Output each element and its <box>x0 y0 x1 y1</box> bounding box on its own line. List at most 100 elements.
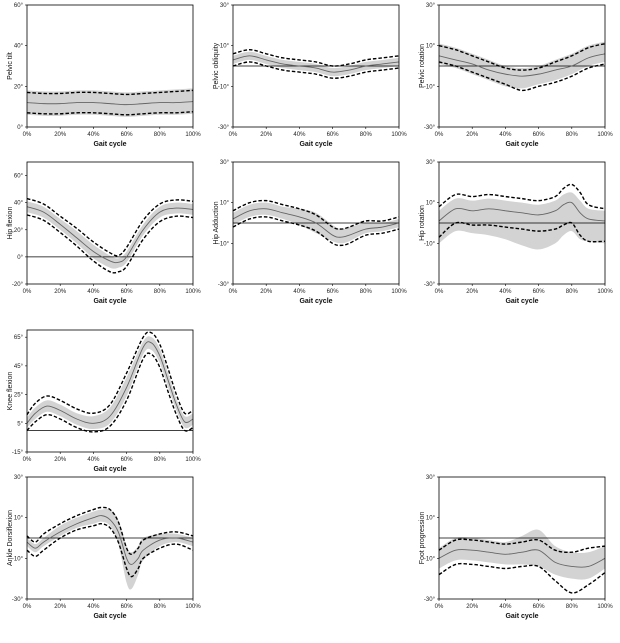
chart-2: -30° -10° 10° 30° 0% 20% 40% 60% 80% 100% Gait cyc… <box>419 3 613 148</box>
mean-line <box>438 53 606 77</box>
chart-3: -20° 0° 20° 40° 60° 0% 20% 40% 60% 80% 100% Gait cy… <box>7 161 201 305</box>
x-tick-label: 80% <box>154 132 167 138</box>
upper-line <box>438 183 606 210</box>
x-tick-label: 40% <box>499 132 512 138</box>
lower-line <box>26 214 194 274</box>
x-tick-label: 0% <box>23 289 32 295</box>
x-axis-label: Gait cycle <box>299 298 332 305</box>
upper-line <box>26 197 194 257</box>
lower-line <box>232 61 400 79</box>
x-tick-label: 0% <box>229 289 238 295</box>
plot-frame <box>26 329 194 453</box>
x-axis-label: Gait cycle <box>299 141 332 148</box>
x-tick-label: 20% <box>54 604 67 610</box>
chart-8: -30° -10° 10° 30° 0% 20% 40% 60% 80% 100% Gait cyc… <box>419 475 613 620</box>
y-tick-label: 10° <box>426 44 436 50</box>
x-tick-label: 60% <box>327 289 340 295</box>
y-tick-label: 0° <box>17 125 23 131</box>
upper-line <box>232 49 400 67</box>
y-tick-label: 30° <box>14 475 24 481</box>
x-tick-label: 40% <box>87 132 100 138</box>
x-tick-label: 40% <box>87 289 100 295</box>
x-axis-label: Gait cycle <box>505 141 538 148</box>
x-tick-label: 40% <box>87 457 100 463</box>
x-tick-label: 40% <box>499 289 512 295</box>
x-tick-label: 40% <box>293 132 306 138</box>
y-tick-label: 20° <box>14 228 24 234</box>
x-tick-label: 100% <box>391 132 407 138</box>
y-tick-label: -10° <box>218 84 230 90</box>
x-tick-label: 0% <box>23 457 32 463</box>
upper-line <box>26 331 194 416</box>
y-tick-label: 10° <box>14 516 24 522</box>
y-tick-label: -30° <box>424 282 436 288</box>
upper-line <box>26 89 194 96</box>
upper-line <box>438 538 606 554</box>
y-tick-label: 65° <box>14 335 24 341</box>
x-tick-label: 80% <box>566 604 579 610</box>
y-axis-label: Hip flexion <box>7 207 14 240</box>
y-tick-label: 10° <box>220 44 230 50</box>
lower-line <box>26 111 194 116</box>
sd-band <box>439 41 605 89</box>
x-axis-label: Gait cycle <box>505 613 538 620</box>
y-axis-label: Foot progression <box>419 512 426 565</box>
x-tick-label: 100% <box>597 289 613 295</box>
y-axis-label: Hip rotation <box>419 205 426 241</box>
sd-band <box>27 508 193 590</box>
x-tick-label: 20% <box>54 289 67 295</box>
x-tick-label: 20% <box>260 289 273 295</box>
x-tick-label: 0% <box>435 604 444 610</box>
x-tick-label: 20% <box>54 132 67 138</box>
x-tick-label: 60% <box>327 132 340 138</box>
x-tick-label: 80% <box>154 604 167 610</box>
lower-line <box>26 352 194 433</box>
x-tick-label: 60% <box>121 132 134 138</box>
lower-line <box>232 216 400 247</box>
y-tick-label: -30° <box>424 597 436 603</box>
y-tick-label: 30° <box>220 3 230 9</box>
y-tick-label: -10° <box>424 556 436 562</box>
x-tick-label: 80% <box>360 289 373 295</box>
chart-6: -15° 5° 25° 45° 65° 0% 20% 40% 60% 80% 100% Gait cy… <box>7 329 201 473</box>
plot-frame <box>438 476 606 600</box>
x-axis-label: Gait cycle <box>93 298 126 305</box>
y-tick-label: 10° <box>426 516 436 522</box>
chart-5: -30° -10° 10° 30° 0% 20% 40% 60% 80% 100% Gait cyc… <box>419 160 613 305</box>
upper-line <box>232 199 400 230</box>
y-axis-label: Hip Adduction <box>213 201 220 244</box>
y-tick-label: 10° <box>220 201 230 207</box>
x-tick-label: 20% <box>54 457 67 463</box>
x-axis-label: Gait cycle <box>93 141 126 148</box>
x-axis-label: Gait cycle <box>505 298 538 305</box>
chart-1: -30° -10° 10° 30° 0% 20% 40% 60% 80% 100% Gait cyc… <box>213 3 407 148</box>
y-tick-label: -30° <box>218 282 230 288</box>
lower-line <box>438 221 606 243</box>
y-tick-label: -10° <box>424 84 436 90</box>
x-tick-label: 20% <box>466 289 479 295</box>
y-axis-label: Pelvic obliquity <box>213 42 220 89</box>
x-tick-label: 20% <box>260 132 273 138</box>
y-tick-label: -15° <box>12 450 24 456</box>
x-tick-label: 0% <box>229 132 238 138</box>
chart-7: -30° -10° 10° 30° 0% 20% 40% 60% 80% 100% Gait cyc… <box>7 475 201 620</box>
x-tick-label: 0% <box>435 132 444 138</box>
x-tick-label: 0% <box>23 132 32 138</box>
upper-line <box>438 42 606 71</box>
y-axis-label: Pelvic rotation <box>419 44 426 88</box>
x-tick-label: 80% <box>154 457 167 463</box>
x-tick-label: 40% <box>499 604 512 610</box>
x-tick-label: 60% <box>533 289 546 295</box>
sd-band <box>233 51 399 77</box>
x-tick-label: 40% <box>87 604 100 610</box>
y-tick-label: -10° <box>12 556 24 562</box>
y-tick-label: 10° <box>426 201 436 207</box>
x-tick-label: 80% <box>566 289 579 295</box>
y-tick-label: 30° <box>426 475 436 481</box>
x-tick-label: 100% <box>185 604 201 610</box>
x-tick-label: 100% <box>185 132 201 138</box>
x-tick-label: 80% <box>154 289 167 295</box>
sd-band <box>27 336 193 430</box>
y-tick-label: 60° <box>14 174 24 180</box>
